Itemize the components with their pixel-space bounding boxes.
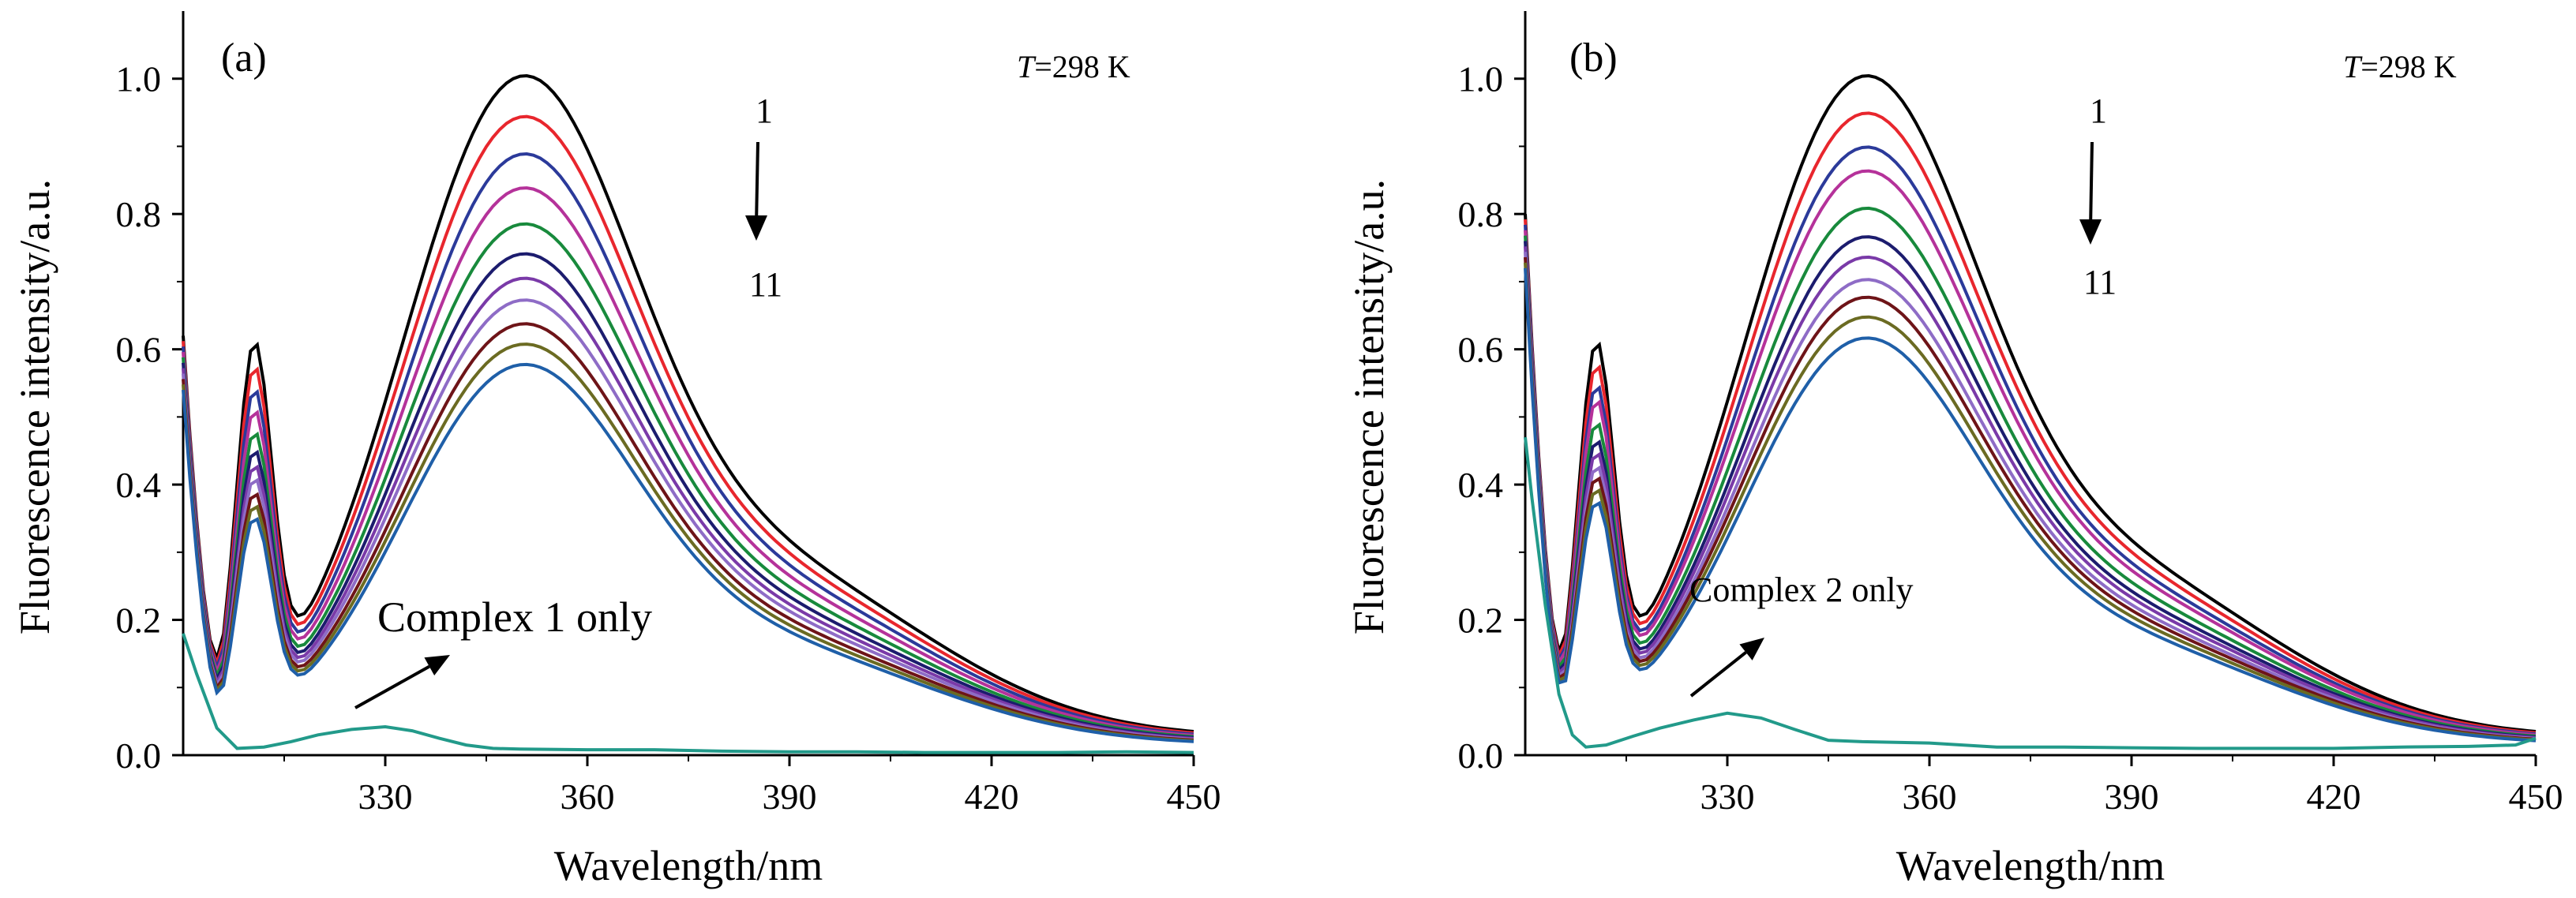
- y-axis-title: Fluorescence intensity/a.u.: [11, 179, 58, 634]
- spectrum-line-7: [182, 276, 1194, 740]
- spectrum-line-10: [1524, 262, 2537, 742]
- annotation-arrow-shaft: [354, 664, 430, 709]
- trend-arrow-shaft: [755, 141, 759, 226]
- arrow-start-label: 1: [756, 92, 773, 130]
- y-axis-title: Fluorescence intensity/a.u.: [1345, 179, 1393, 634]
- x-tick-label: 360: [561, 776, 615, 817]
- x-tick-label: 450: [2509, 776, 2563, 817]
- spectrum-line-3: [1524, 145, 2537, 736]
- x-tick-label: 390: [763, 776, 817, 817]
- annotation-arrow-head: [424, 655, 450, 675]
- temperature-symbol: T: [1017, 49, 1037, 84]
- trend-arrow-head: [2079, 219, 2102, 245]
- y-tick-label: 0.0: [116, 735, 162, 776]
- x-tick-label: 450: [1167, 776, 1221, 817]
- x-tick-label: 420: [965, 776, 1019, 817]
- spectrum-line-9: [1524, 256, 2537, 741]
- x-axis-title: Wavelength/nm: [554, 842, 823, 889]
- temperature-label: T=298 K: [2343, 49, 2457, 84]
- y-tick-label: 0.4: [116, 465, 162, 505]
- spectrum-line-1: [182, 73, 1194, 733]
- temperature-label: T=298 K: [1017, 49, 1131, 84]
- temperature-value: =298 K: [2360, 49, 2457, 84]
- panel-label: (b): [1569, 36, 1618, 80]
- arrow-end-label: 11: [2083, 263, 2117, 301]
- chart-panel-b: 0.0 0.2 0.4 0.6 0.8 1.0 330 360 390 420 450 Wavelen…: [1345, 11, 2563, 889]
- x-tick-label: 360: [1903, 776, 1957, 817]
- x-tick-label: 330: [1700, 776, 1755, 817]
- spectrum-line-8: [182, 298, 1194, 741]
- y-tick-label: 0.2: [116, 601, 162, 641]
- trend-arrow-head: [745, 215, 767, 241]
- y-tick-label: 0.8: [1458, 194, 1504, 234]
- y-tick-label: 1.0: [116, 59, 162, 99]
- spectrum-line-11: [182, 362, 1194, 743]
- y-tick-label: 0.0: [1458, 735, 1504, 776]
- spectrum-line-5: [182, 222, 1194, 739]
- temperature-value: =298 K: [1034, 49, 1131, 84]
- x-tick-label: 330: [358, 776, 413, 817]
- spectrum-line-8: [1524, 252, 2537, 740]
- complex-only-line: [182, 633, 1194, 754]
- spectrum-line-6: [182, 252, 1194, 739]
- y-tick-label: 0.8: [116, 194, 162, 234]
- spectrum-line-7: [1524, 246, 2537, 739]
- trend-arrow-shaft: [2089, 141, 2094, 230]
- y-tick-label: 1.0: [1458, 59, 1504, 99]
- spectrum-line-11: [1524, 268, 2537, 743]
- y-tick-label: 0.6: [1458, 330, 1504, 370]
- annotation-arrow-head: [1739, 638, 1764, 660]
- spectrum-line-5: [1524, 206, 2537, 738]
- panel-label: (a): [221, 36, 267, 80]
- spectrum-line-3: [182, 152, 1194, 736]
- temperature-symbol: T: [2343, 49, 2363, 84]
- spectrum-line-6: [1524, 235, 2537, 739]
- spectrum-line-4: [182, 186, 1194, 737]
- x-tick-label: 420: [2307, 776, 2361, 817]
- complex-only-line: [1524, 436, 2537, 750]
- spectrum-line-10: [182, 342, 1194, 743]
- spectrum-line-9: [182, 322, 1194, 742]
- y-tick-label: 0.6: [116, 330, 162, 370]
- arrow-end-label: 11: [749, 265, 782, 304]
- spectrum-line-4: [1524, 169, 2537, 737]
- spectrum-line-2: [1524, 111, 2537, 735]
- complex-only-annotation: Complex 1 only: [377, 593, 652, 641]
- annotation-arrow-shaft: [1689, 651, 1747, 698]
- arrow-start-label: 1: [2090, 92, 2107, 130]
- spectrum-line-2: [182, 114, 1194, 735]
- chart-panel-a: 0.0 0.2 0.4 0.6 0.8 1.0 330 360 390 420 450 Wavelen…: [11, 11, 1221, 889]
- x-tick-label: 390: [2105, 776, 2159, 817]
- spectrum-line-1: [1524, 73, 2537, 733]
- x-axis-title: Wavelength/nm: [1896, 842, 2165, 889]
- y-tick-label: 0.4: [1458, 465, 1504, 505]
- y-tick-label: 0.2: [1458, 601, 1504, 641]
- complex-only-annotation: Complex 2 only: [1689, 571, 1914, 609]
